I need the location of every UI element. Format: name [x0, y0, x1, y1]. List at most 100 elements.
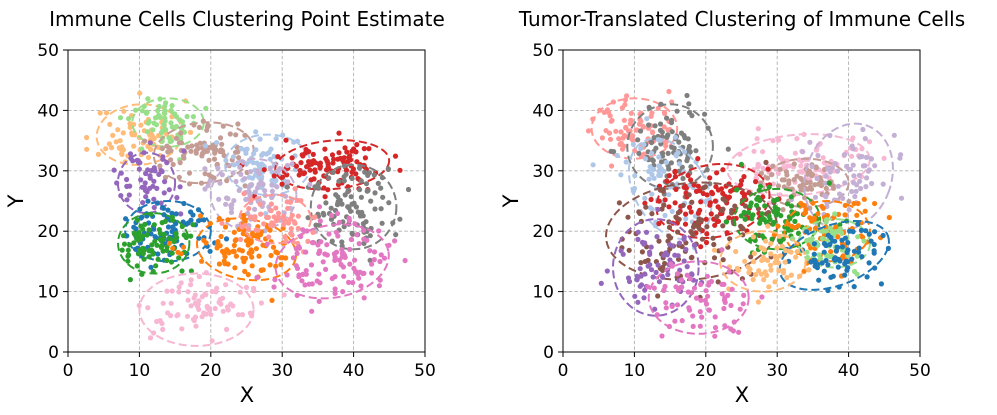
- data-point: [206, 172, 212, 178]
- data-point: [178, 280, 184, 286]
- data-point: [777, 166, 783, 172]
- data-point: [133, 107, 139, 113]
- left-clusters: [84, 90, 412, 347]
- data-point: [665, 150, 671, 156]
- data-point: [216, 261, 222, 267]
- data-point: [258, 267, 264, 273]
- data-point: [857, 178, 863, 184]
- data-point: [150, 183, 156, 189]
- data-point: [189, 143, 195, 149]
- data-point: [775, 170, 782, 176]
- data-point: [260, 242, 266, 248]
- data-point: [332, 290, 338, 296]
- data-point: [251, 151, 257, 157]
- data-point: [285, 179, 291, 185]
- data-point: [386, 200, 392, 206]
- data-point: [296, 172, 302, 178]
- data-point: [703, 288, 709, 294]
- data-point: [666, 173, 672, 179]
- data-point: [872, 229, 878, 235]
- data-point: [665, 127, 671, 133]
- data-point: [202, 171, 208, 177]
- data-point: [338, 262, 344, 268]
- data-point: [295, 213, 301, 219]
- data-point: [733, 248, 739, 255]
- data-point: [818, 183, 825, 189]
- data-point: [186, 170, 193, 176]
- data-point: [120, 233, 127, 239]
- data-point: [872, 163, 878, 169]
- data-point: [645, 257, 651, 263]
- right-chart-title: Tumor-Translated Clustering of Immune Ce…: [518, 7, 965, 31]
- data-point: [745, 209, 752, 216]
- data-point: [240, 231, 246, 237]
- data-point: [808, 259, 814, 265]
- right-chart: Tumor-Translated Clustering of Immune Ce…: [499, 7, 965, 407]
- data-point: [259, 152, 265, 158]
- data-point: [144, 129, 150, 135]
- data-point: [268, 201, 274, 207]
- data-point: [335, 194, 341, 200]
- data-point: [253, 233, 259, 239]
- x-tick-label: 0: [558, 361, 569, 381]
- data-point: [674, 181, 680, 187]
- data-point: [205, 183, 211, 189]
- data-point: [821, 241, 828, 247]
- data-point: [253, 246, 259, 252]
- data-point: [755, 164, 761, 170]
- data-point: [154, 185, 160, 191]
- data-point: [201, 149, 207, 155]
- data-point: [304, 164, 310, 170]
- data-point: [816, 252, 822, 258]
- data-point: [376, 283, 382, 289]
- data-point: [759, 211, 765, 217]
- data-point: [84, 134, 90, 141]
- data-point: [854, 271, 860, 277]
- data-point: [222, 224, 229, 230]
- data-point: [269, 297, 275, 303]
- data-point: [628, 117, 634, 123]
- data-point: [650, 158, 656, 164]
- data-point: [672, 318, 678, 324]
- data-point: [361, 295, 367, 301]
- data-point: [339, 251, 345, 257]
- data-point: [138, 177, 144, 183]
- data-point: [766, 213, 772, 219]
- data-point: [348, 194, 354, 200]
- right-x-axis-label: X: [735, 383, 749, 407]
- data-point: [267, 227, 273, 233]
- data-point: [372, 190, 378, 196]
- data-point: [155, 251, 161, 257]
- data-point: [673, 186, 679, 192]
- data-point: [380, 194, 386, 200]
- data-point: [134, 217, 140, 223]
- data-point: [131, 224, 137, 230]
- cluster-ellipse: [152, 121, 255, 185]
- data-point: [159, 242, 165, 249]
- data-point: [168, 300, 174, 306]
- data-point: [156, 103, 162, 110]
- data-point: [179, 119, 186, 125]
- cluster-ellipse: [117, 212, 191, 275]
- data-point: [747, 266, 753, 272]
- left-plot-frame: [67, 49, 426, 353]
- data-point: [160, 326, 166, 332]
- data-point: [187, 129, 194, 135]
- data-point: [626, 247, 632, 253]
- y-tick-label: 20: [532, 222, 554, 242]
- data-point: [323, 200, 329, 206]
- data-point: [208, 312, 214, 318]
- data-point: [791, 177, 797, 183]
- data-point: [655, 105, 661, 111]
- data-point: [688, 209, 694, 215]
- data-point: [354, 142, 360, 148]
- data-point: [205, 281, 211, 287]
- data-point: [345, 204, 351, 210]
- data-point: [669, 243, 676, 249]
- data-point: [176, 140, 182, 146]
- data-point: [642, 195, 648, 201]
- data-point: [881, 155, 887, 161]
- data-point: [788, 203, 795, 209]
- data-point: [371, 172, 377, 178]
- data-point: [179, 326, 185, 332]
